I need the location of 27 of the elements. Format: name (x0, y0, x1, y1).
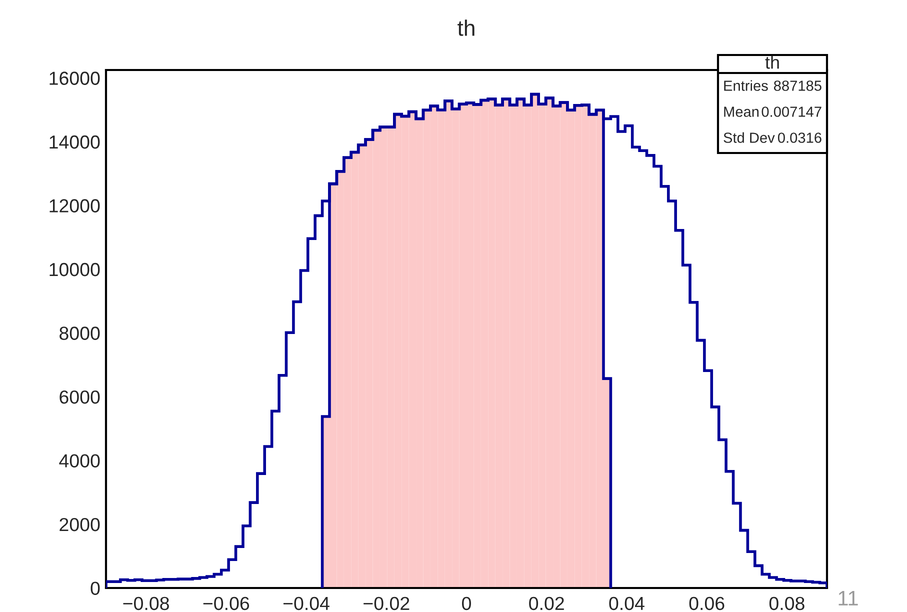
annotation: Entries (724, 80, 768, 91)
chart-title: th (458, 20, 474, 36)
x-tick-label: 0.06 (689, 596, 724, 610)
y-tick-label: 0 (90, 582, 100, 595)
y-tick-label: 16000 (50, 72, 100, 85)
x-tick-label: 0 (462, 596, 471, 610)
text: 11 (838, 591, 858, 606)
y-tick-label: 6000 (60, 390, 100, 404)
annotation: 887185 (774, 80, 822, 91)
annotation: Mean (724, 106, 759, 117)
y-tick-label: 8000 (60, 326, 100, 340)
x-tick-label: −0.02 (364, 596, 410, 610)
x-tick-label: 0.04 (609, 596, 644, 610)
y-tick-label: 4000 (59, 454, 100, 468)
y-tick-label: 10000 (50, 262, 100, 276)
text: th (765, 56, 779, 69)
x-tick-label: 0.02 (529, 596, 564, 610)
annotation: 0.0316 (778, 132, 822, 143)
x-tick-label: 0.08 (769, 596, 804, 610)
y-tick-label: 12000 (50, 199, 100, 212)
x-tick-label: −0.04 (283, 596, 330, 610)
annotation: Std Dev (724, 132, 775, 143)
x-tick-label: −0.06 (203, 596, 250, 610)
y-tick-label: 2000 (60, 518, 100, 532)
x-tick-label: −0.08 (123, 596, 169, 610)
annotation: 0.007147 (762, 106, 822, 117)
y-tick-label: 14000 (50, 135, 100, 149)
